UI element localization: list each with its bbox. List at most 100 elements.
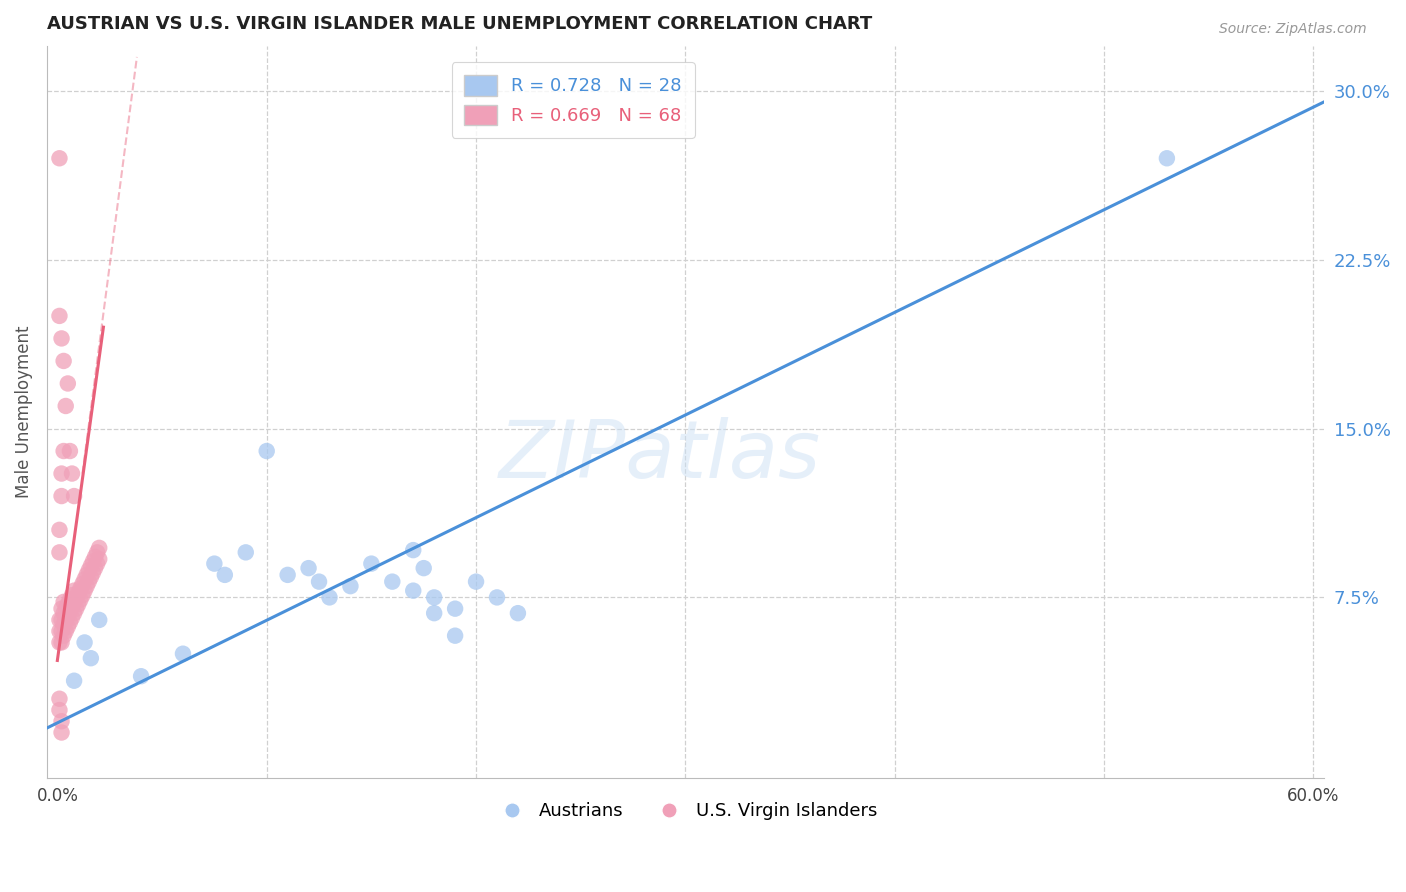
Point — [48, 624, 70, 639]
Point — [60, 599, 83, 614]
Point — [86, 545, 108, 559]
Point — [52, 606, 75, 620]
Point — [402, 583, 425, 598]
Point — [73, 573, 96, 587]
Point — [69, 592, 91, 607]
Point — [80, 570, 103, 584]
Point — [89, 613, 111, 627]
Point — [51, 613, 73, 627]
Point — [48, 613, 70, 627]
Point — [412, 561, 434, 575]
Point — [59, 604, 82, 618]
Point — [60, 588, 83, 602]
Point — [48, 151, 70, 165]
Point — [55, 624, 77, 639]
Point — [51, 331, 73, 345]
Point — [86, 557, 108, 571]
Point — [65, 591, 87, 605]
Point — [73, 635, 96, 649]
Point — [76, 567, 98, 582]
Point — [214, 567, 236, 582]
Point — [63, 606, 86, 620]
Point — [48, 523, 70, 537]
Point — [60, 467, 83, 481]
Point — [59, 592, 82, 607]
Point — [485, 591, 508, 605]
Point — [297, 561, 319, 575]
Point — [339, 579, 361, 593]
Point — [67, 597, 90, 611]
Point — [89, 541, 111, 555]
Point — [59, 615, 82, 630]
Legend: Austrians, U.S. Virgin Islanders: Austrians, U.S. Virgin Islanders — [486, 795, 884, 827]
Point — [73, 583, 96, 598]
Point — [444, 601, 467, 615]
Point — [48, 309, 70, 323]
Point — [72, 577, 94, 591]
Point — [60, 610, 83, 624]
Point — [51, 489, 73, 503]
Point — [51, 624, 73, 639]
Point — [51, 725, 73, 739]
Point — [56, 376, 79, 391]
Point — [308, 574, 330, 589]
Point — [423, 591, 446, 605]
Point — [82, 554, 104, 568]
Text: ZIPatlas: ZIPatlas — [499, 417, 821, 494]
Point — [84, 561, 107, 575]
Point — [402, 543, 425, 558]
Point — [465, 574, 488, 589]
Point — [55, 613, 77, 627]
Point — [63, 673, 86, 688]
Text: Source: ZipAtlas.com: Source: ZipAtlas.com — [1219, 22, 1367, 37]
Point — [506, 606, 529, 620]
Point — [360, 557, 382, 571]
Point — [56, 620, 79, 634]
Text: AUSTRIAN VS U.S. VIRGIN ISLANDER MALE UNEMPLOYMENT CORRELATION CHART: AUSTRIAN VS U.S. VIRGIN ISLANDER MALE UN… — [46, 15, 872, 33]
Point — [84, 549, 107, 564]
Point — [48, 703, 70, 717]
Point — [277, 567, 299, 582]
Point — [202, 557, 225, 571]
Point — [76, 579, 98, 593]
Point — [80, 558, 103, 573]
Point — [89, 552, 111, 566]
Point — [55, 601, 77, 615]
Point — [51, 635, 73, 649]
Point — [48, 545, 70, 559]
Point — [129, 669, 152, 683]
Point — [52, 444, 75, 458]
Point — [235, 545, 257, 559]
Point — [82, 566, 104, 580]
Point — [52, 354, 75, 368]
Point — [172, 647, 194, 661]
Point — [423, 606, 446, 620]
Point — [1156, 151, 1178, 165]
Point — [48, 635, 70, 649]
Point — [52, 617, 75, 632]
Point — [72, 588, 94, 602]
Point — [51, 467, 73, 481]
Y-axis label: Male Unemployment: Male Unemployment — [15, 326, 32, 498]
Point — [63, 489, 86, 503]
Point — [256, 444, 278, 458]
Point — [67, 586, 90, 600]
Point — [51, 714, 73, 729]
Point — [52, 595, 75, 609]
Point — [65, 601, 87, 615]
Point — [52, 629, 75, 643]
Point — [77, 563, 100, 577]
Point — [381, 574, 404, 589]
Point — [77, 574, 100, 589]
Point — [80, 651, 103, 665]
Point — [69, 582, 91, 596]
Point — [63, 583, 86, 598]
Point — [56, 597, 79, 611]
Point — [51, 601, 73, 615]
Point — [444, 629, 467, 643]
Point — [56, 608, 79, 623]
Point — [55, 399, 77, 413]
Point — [63, 595, 86, 609]
Point — [59, 444, 82, 458]
Point — [48, 691, 70, 706]
